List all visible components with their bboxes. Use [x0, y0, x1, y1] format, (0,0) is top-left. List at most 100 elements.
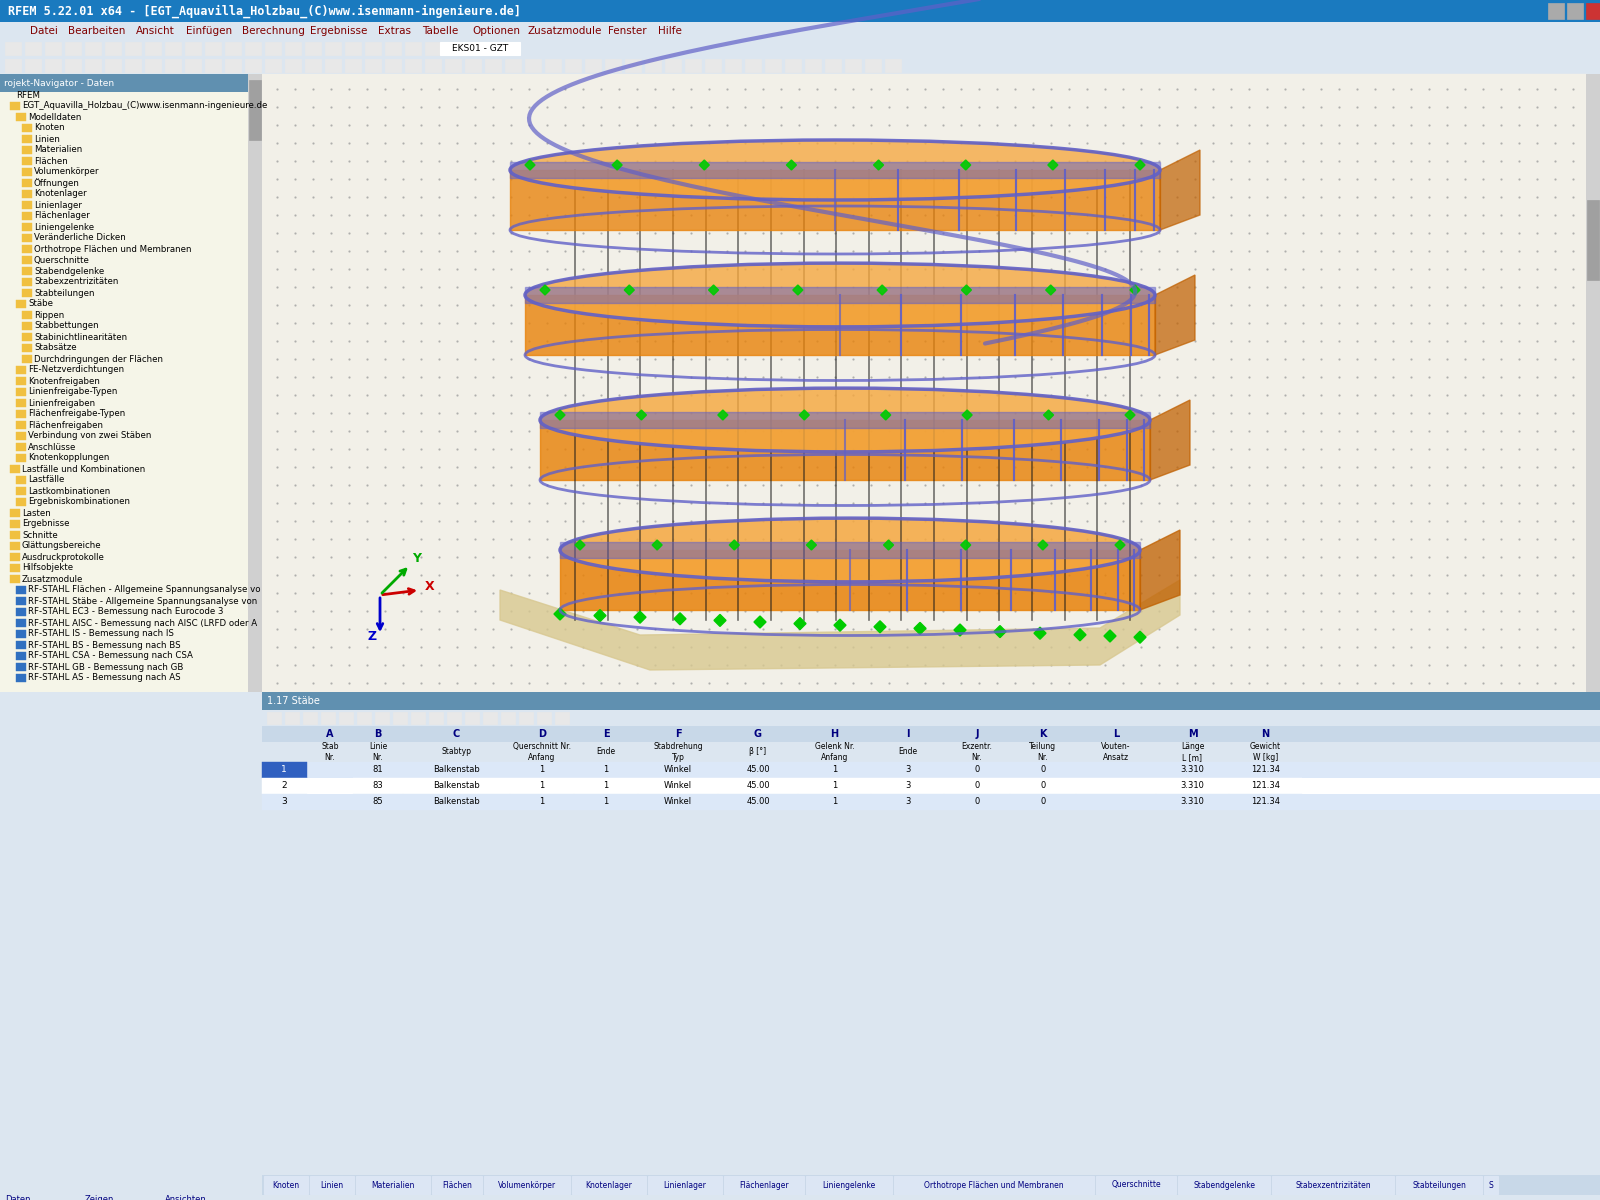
Text: Zusatzmodule: Zusatzmodule	[22, 575, 83, 583]
Bar	[5, 59, 21, 72]
Bar	[0, 22, 1600, 40]
Bar	[66, 59, 82, 72]
Text: 1: 1	[539, 781, 544, 791]
Bar	[5, 42, 21, 55]
Text: Y: Y	[413, 552, 421, 565]
Bar	[285, 712, 299, 724]
Bar	[1587, 200, 1598, 280]
Bar	[638, 726, 718, 742]
Polygon shape	[960, 540, 971, 550]
Text: Stabexzentrizitäten: Stabexzentrizitäten	[1294, 1181, 1371, 1189]
Bar	[466, 42, 482, 55]
Bar	[26, 59, 42, 72]
Bar	[262, 692, 1600, 710]
Polygon shape	[1134, 631, 1146, 643]
Bar	[66, 59, 82, 72]
Bar	[22, 245, 32, 253]
Bar	[718, 794, 798, 810]
Polygon shape	[754, 616, 766, 628]
Text: Linienfreigabe-Typen: Linienfreigabe-Typen	[29, 388, 117, 396]
Bar	[574, 742, 638, 762]
Text: Volumenkörper: Volumenkörper	[34, 168, 99, 176]
Text: Durchdringungen der Flächen: Durchdringungen der Flächen	[34, 354, 163, 364]
Bar	[66, 42, 82, 55]
Bar	[16, 619, 26, 626]
Ellipse shape	[510, 140, 1160, 200]
Bar	[445, 59, 461, 72]
Text: RF-STAHL IS - Bemessung nach IS: RF-STAHL IS - Bemessung nach IS	[29, 630, 174, 638]
Bar	[22, 200, 32, 209]
Polygon shape	[1134, 160, 1146, 170]
Bar	[518, 712, 533, 724]
Text: 2: 2	[282, 781, 286, 791]
Text: Stabdrehung
Typ: Stabdrehung Typ	[653, 743, 702, 762]
Text: Öffnungen: Öffnungen	[34, 178, 80, 188]
Bar	[165, 42, 181, 55]
Bar	[626, 59, 642, 72]
Bar	[85, 59, 101, 72]
Bar	[445, 59, 461, 72]
Bar	[525, 287, 1155, 302]
Bar	[1075, 794, 1155, 810]
Bar	[346, 42, 362, 55]
Text: 121.34: 121.34	[1251, 781, 1280, 791]
Text: Balkenstab: Balkenstab	[434, 798, 480, 806]
Bar	[411, 712, 426, 724]
Bar	[264, 1176, 307, 1194]
Polygon shape	[634, 611, 646, 623]
Bar	[426, 59, 442, 72]
Bar	[1178, 1176, 1270, 1194]
Bar	[1096, 1176, 1176, 1194]
Text: 3: 3	[906, 766, 910, 774]
Text: Stabtyp: Stabtyp	[442, 748, 472, 756]
Bar	[541, 412, 1150, 428]
Bar	[165, 59, 181, 72]
Bar	[346, 59, 362, 72]
Bar	[262, 794, 1600, 810]
Text: 45.00: 45.00	[746, 781, 770, 791]
Text: 1: 1	[539, 766, 544, 774]
Bar	[146, 59, 162, 72]
Text: RF-STAHL AISC - Bemessung nach AISC (LRFD oder A: RF-STAHL AISC - Bemessung nach AISC (LRF…	[29, 618, 258, 628]
Bar	[186, 42, 202, 55]
Bar	[22, 212, 32, 220]
Bar	[262, 762, 307, 778]
Text: X: X	[426, 580, 435, 593]
Text: Exzentr.
Nr.: Exzentr. Nr.	[962, 743, 992, 762]
Bar	[325, 42, 341, 55]
Text: RF-STAHL BS - Bemessung nach BS: RF-STAHL BS - Bemessung nach BS	[29, 641, 181, 649]
Bar	[826, 59, 842, 72]
Bar	[306, 42, 322, 55]
Text: RF-STAHL Stäbe - Allgemeine Spannungsanalyse von: RF-STAHL Stäbe - Allgemeine Spannungsana…	[29, 596, 258, 606]
Bar	[0, 74, 262, 692]
Bar	[638, 794, 718, 810]
Text: A: A	[326, 728, 334, 739]
Text: Linienfreigaben: Linienfreigaben	[29, 398, 94, 408]
Bar	[10, 564, 19, 572]
Polygon shape	[994, 625, 1006, 637]
Text: Rippen: Rippen	[34, 311, 64, 319]
Text: Verbindung von zwei Stäben: Verbindung von zwei Stäben	[29, 432, 152, 440]
Bar	[262, 742, 307, 762]
Bar	[1155, 726, 1229, 742]
Bar	[446, 712, 461, 724]
Text: Linienlager: Linienlager	[34, 200, 82, 210]
Bar	[16, 421, 26, 428]
Polygon shape	[962, 284, 971, 295]
Bar	[85, 59, 101, 72]
Bar	[354, 794, 403, 810]
Text: Flächenlager: Flächenlager	[739, 1181, 789, 1189]
Bar	[16, 377, 26, 385]
Bar	[1075, 726, 1155, 742]
Bar	[10, 509, 19, 517]
Bar	[573, 1176, 646, 1194]
Bar	[483, 1176, 570, 1194]
Text: Knoten: Knoten	[34, 124, 64, 132]
Bar	[525, 59, 541, 72]
Text: Lasten: Lasten	[22, 509, 51, 517]
Text: 121.34: 121.34	[1251, 798, 1280, 806]
Text: Datei: Datei	[30, 26, 58, 36]
Polygon shape	[525, 295, 1155, 355]
Bar	[266, 42, 282, 55]
Bar	[805, 59, 821, 72]
